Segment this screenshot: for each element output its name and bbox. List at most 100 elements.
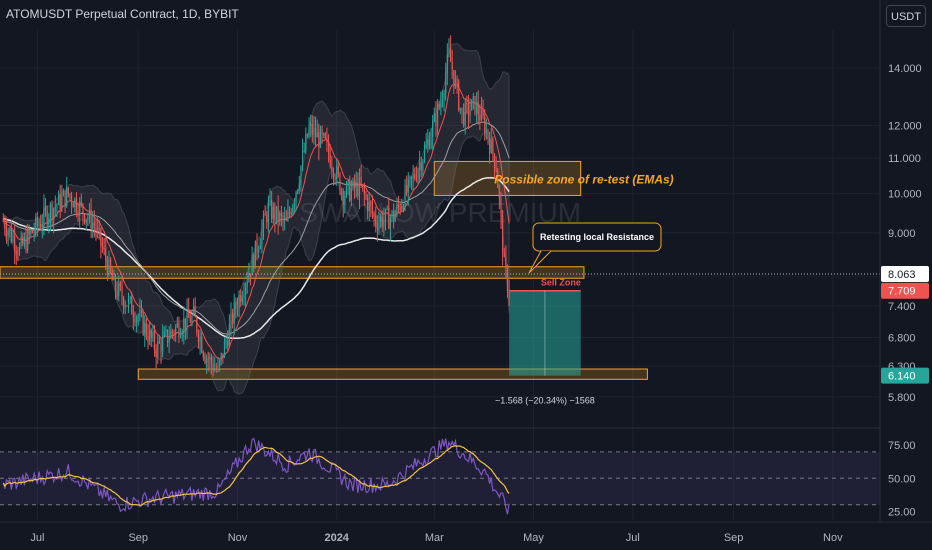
candle-body (227, 340, 229, 346)
candle-body (137, 316, 139, 318)
candle-body (445, 73, 447, 94)
candle-body (358, 176, 361, 197)
candle-body (225, 340, 227, 342)
time-axis-label: Jul (626, 532, 640, 544)
candle-body (85, 219, 87, 223)
candle-body (337, 166, 339, 174)
time-axis-label: May (523, 532, 544, 544)
candle-body (328, 141, 330, 154)
candle-body (292, 205, 294, 215)
candle-body (425, 144, 427, 149)
candle-body (393, 211, 395, 222)
candle-body (139, 310, 141, 317)
candle-body (389, 218, 391, 229)
candle-body (354, 179, 356, 189)
candle-body (279, 213, 281, 222)
candle-body (305, 134, 307, 151)
candle-body (461, 107, 463, 112)
candle-body (314, 127, 317, 138)
candle-body (443, 93, 445, 100)
candle-body (153, 332, 156, 350)
candle-body (28, 229, 30, 234)
candle-body (506, 267, 509, 292)
candle-body (147, 335, 149, 342)
candle-body (97, 227, 99, 232)
candle-body (202, 352, 204, 357)
candle-body (166, 329, 169, 343)
candle-body (422, 160, 424, 171)
candle-body (350, 188, 352, 201)
candle-body (450, 48, 452, 62)
candle-body (82, 203, 84, 214)
candle-body (54, 206, 56, 209)
candle-body (92, 222, 94, 230)
candle-body (114, 276, 117, 291)
candle-body (173, 332, 175, 335)
candle-body (36, 217, 38, 226)
candle-body (427, 139, 429, 145)
candle-body (240, 294, 242, 302)
candle-body (4, 220, 6, 230)
candle-body (57, 193, 60, 205)
candle-body (155, 349, 157, 358)
candle-body (136, 317, 138, 323)
bollinger-band (2, 42, 510, 396)
candle-body (334, 177, 336, 180)
short-position[interactable]: Sell Zone −1.568 (−20.34%) −1568 (495, 278, 595, 406)
candle-body (277, 206, 279, 222)
candle-body (375, 215, 377, 226)
candle-body (222, 353, 224, 358)
candle-body (14, 236, 16, 252)
time-axis-label: Nov (823, 532, 843, 544)
candle-body (230, 312, 232, 325)
candle-body (127, 298, 130, 306)
candle-body (380, 216, 382, 223)
candle-body (80, 201, 82, 204)
candle-body (160, 342, 162, 352)
resistance-callout-label: Retesting local Resistance (540, 232, 654, 242)
candle-body (458, 81, 460, 110)
sell-zone-label: Sell Zone (541, 278, 581, 288)
candle-body (345, 183, 348, 197)
candle-body (376, 225, 378, 230)
candle-body (248, 273, 250, 282)
horizontal-zone (137, 368, 648, 380)
candle-body (75, 198, 78, 212)
candle-body (288, 211, 291, 213)
candle-body (287, 211, 289, 221)
candle-body (368, 201, 370, 212)
candle-body (48, 218, 50, 225)
candle-body (124, 305, 126, 308)
candle-body (290, 212, 292, 215)
current-price-tag: 8.063 (888, 269, 916, 281)
candle-body (433, 113, 435, 122)
candle-body (267, 203, 269, 223)
candle-body (15, 251, 17, 253)
candle-body (194, 306, 196, 318)
candle-body (253, 254, 255, 269)
candle-body (262, 214, 265, 229)
candle-body (436, 104, 439, 126)
time-axis-label: Nov (228, 532, 248, 544)
price-tick-label: 11.000 (888, 153, 921, 165)
axes-layer[interactable]: 14.00012.00011.00010.0009.0008.0007.4006… (30, 63, 929, 544)
candle-body (258, 249, 260, 253)
ema-long-line (3, 177, 510, 340)
price-tick-label: 9.000 (888, 228, 916, 240)
candle-body (464, 102, 466, 126)
candle-body (236, 307, 239, 309)
candle-body (123, 297, 125, 308)
candle-body (381, 216, 383, 227)
candle-body (497, 170, 499, 188)
candle-body (184, 318, 187, 329)
currency-button[interactable]: USDT (886, 5, 926, 27)
candle-body (454, 78, 457, 87)
candle-body (280, 213, 282, 216)
candle-body (33, 231, 35, 233)
candle-body (110, 259, 112, 272)
candle-body (56, 204, 58, 207)
candle-body (176, 323, 178, 327)
candle-body (485, 129, 487, 134)
candle-body (323, 133, 325, 136)
